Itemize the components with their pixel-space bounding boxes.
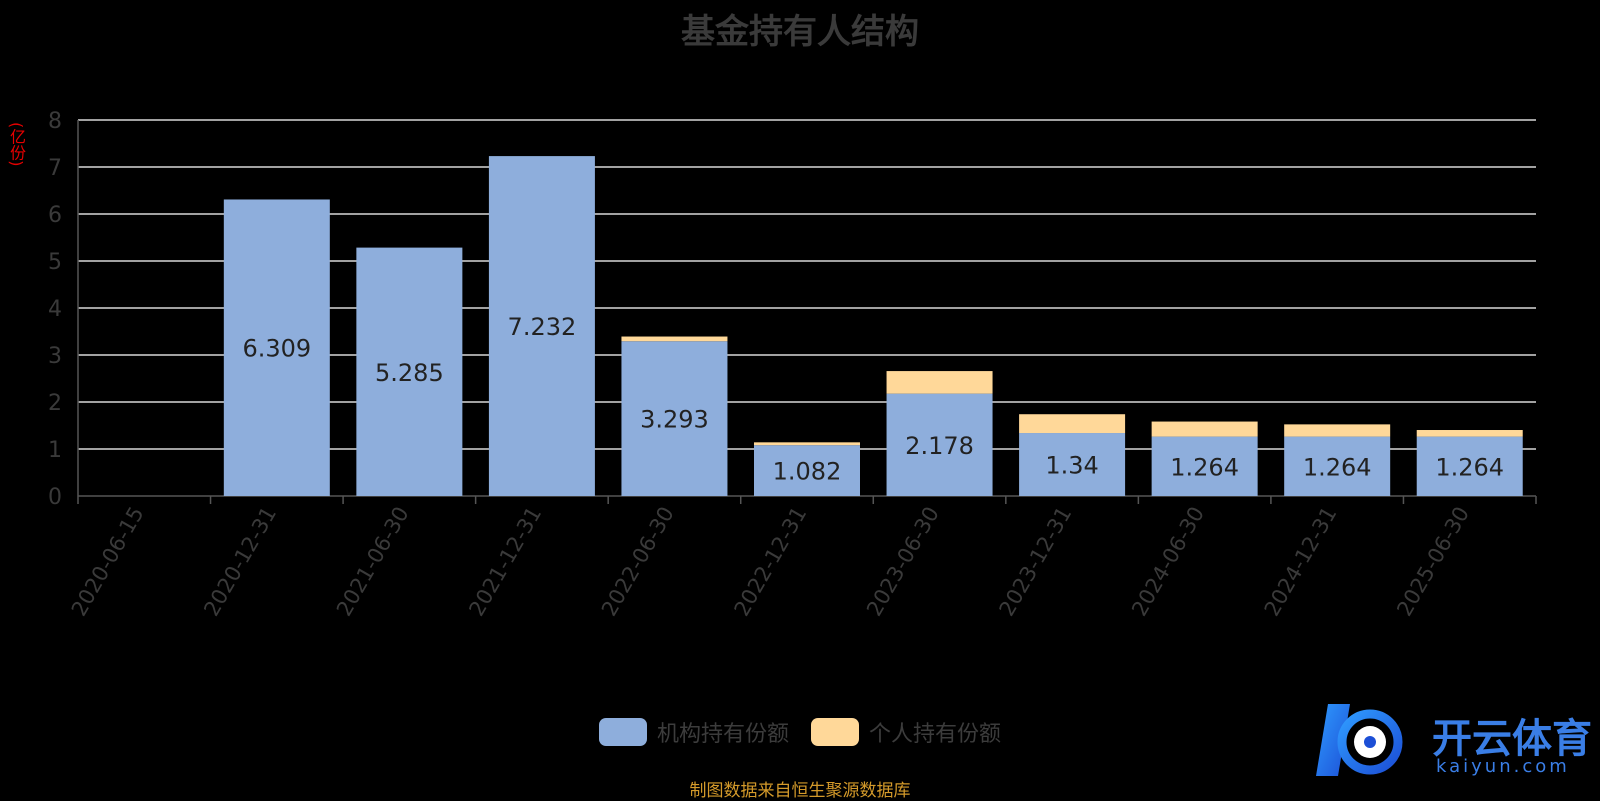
x-tick-label: 2025-06-30 [1392, 503, 1474, 621]
x-tick-label: 2024-12-31 [1260, 503, 1342, 621]
y-tick-label: 6 [48, 203, 62, 228]
bar-data-label: 1.264 [1303, 453, 1372, 481]
bar-institutional [621, 341, 728, 496]
x-tick-label: 2021-06-30 [332, 503, 414, 621]
bar-data-label: 1.082 [773, 458, 842, 486]
bar-institutional [1019, 433, 1126, 496]
legend-item-individual[interactable]: 个人持有份额 [811, 716, 1001, 748]
legend-label-individual: 个人持有份额 [869, 722, 1002, 747]
bar-individual [1151, 421, 1258, 437]
bar-individual [1284, 424, 1391, 437]
x-tick-label: 2021-12-31 [464, 503, 546, 621]
bar-data-label: 3.293 [640, 406, 709, 434]
legend-item-institutional[interactable]: 机构持有份额 [598, 716, 789, 748]
legend-swatch-institutional [598, 718, 647, 746]
x-tick-label: 2023-06-30 [862, 502, 944, 620]
bar-data-label: 6.309 [242, 335, 311, 363]
bar-individual [886, 371, 993, 394]
y-tick-label: 7 [48, 156, 62, 181]
bar-institutional [488, 156, 595, 496]
x-tick-label: 2022-06-30 [597, 503, 679, 621]
watermark-domain: kaiyun.com [1436, 756, 1570, 777]
x-tick-label: 2024-06-30 [1127, 503, 1209, 621]
bar-institutional [754, 445, 860, 496]
legend-swatch-individual [811, 718, 859, 746]
x-tick-label: 2020-06-15 [67, 503, 149, 621]
bar-data-label: 7.232 [508, 313, 577, 341]
bar-individual [621, 336, 728, 342]
y-axis-unit: (亿份) [7, 122, 26, 167]
bar-institutional [1416, 436, 1523, 496]
bar-data-label: 5.285 [375, 359, 444, 387]
y-tick-label: 2 [48, 391, 62, 416]
data-source-note: 制图数据来自恒生聚源数据库 [689, 781, 911, 801]
x-tick-label: 2022-12-31 [730, 503, 812, 621]
x-tick-label: 2023-12-31 [995, 503, 1077, 621]
bar-institutional [886, 393, 993, 496]
chart-title: 基金持有人结构 [681, 12, 919, 52]
bar-institutional [223, 199, 330, 497]
y-tick-label: 3 [48, 344, 62, 369]
legend: 机构持有份额 个人持有份额 [0, 716, 1600, 748]
y-tick-label: 1 [48, 438, 62, 463]
bar-data-label: 1.264 [1435, 453, 1504, 481]
x-tick-label: 2020-12-31 [199, 503, 281, 621]
bar-individual [1019, 414, 1126, 434]
bar-institutional [356, 247, 463, 496]
bar-individual [754, 442, 860, 446]
bar-institutional [1151, 436, 1258, 496]
kaiyun-logo-icon [1316, 704, 1403, 776]
bar-individual [1416, 430, 1523, 437]
bar-data-label: 1.264 [1170, 453, 1239, 481]
y-tick-label: 0 [48, 485, 62, 510]
watermark-brand: 开云体育 [1432, 716, 1592, 762]
y-tick-label: 8 [48, 109, 62, 134]
bar-data-label: 1.34 [1045, 452, 1098, 480]
y-tick-label: 4 [48, 297, 62, 322]
bar-institutional [1284, 436, 1391, 496]
legend-label-institutional: 机构持有份额 [656, 722, 789, 747]
bar-data-label: 2.178 [905, 432, 974, 460]
y-tick-label: 5 [48, 250, 62, 275]
